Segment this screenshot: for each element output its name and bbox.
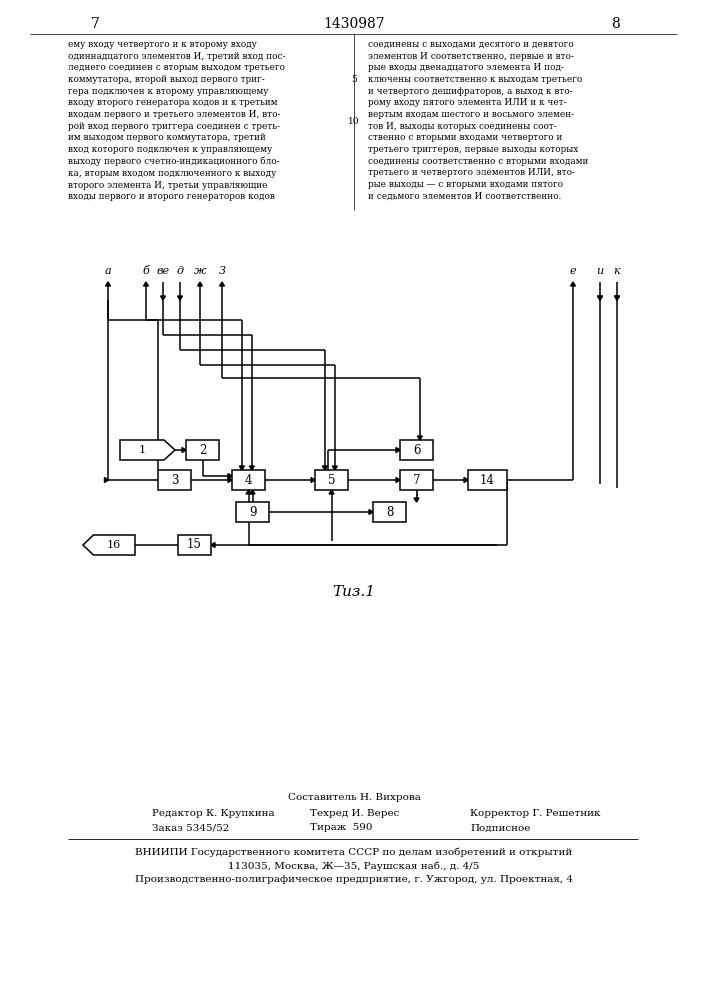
Text: д: д: [177, 266, 184, 276]
Polygon shape: [83, 535, 135, 555]
Polygon shape: [396, 448, 400, 452]
Polygon shape: [144, 282, 148, 286]
Text: Корректор Г. Решетник: Корректор Г. Решетник: [470, 808, 600, 818]
Text: е: е: [570, 266, 576, 276]
Polygon shape: [250, 490, 255, 494]
Polygon shape: [417, 436, 422, 440]
Polygon shape: [228, 474, 232, 479]
Text: 5: 5: [351, 76, 357, 85]
Text: 16: 16: [107, 540, 122, 550]
Text: Подписное: Подписное: [470, 824, 530, 832]
Text: Производственно-полиграфическое предприятие, г. Ужгород, ул. Проектная, 4: Производственно-полиграфическое предприя…: [135, 876, 573, 884]
Bar: [373, 502, 406, 522]
Polygon shape: [369, 510, 373, 514]
Text: Редактор К. Крупкина: Редактор К. Крупкина: [152, 808, 274, 818]
Text: Тираж  590: Тираж 590: [310, 824, 373, 832]
Polygon shape: [597, 296, 602, 300]
Polygon shape: [464, 478, 468, 483]
Bar: [236, 502, 269, 522]
Polygon shape: [182, 448, 186, 452]
Polygon shape: [414, 498, 419, 502]
Polygon shape: [105, 478, 108, 483]
Text: Составитель Н. Вихрова: Составитель Н. Вихрова: [288, 792, 421, 802]
Text: 7: 7: [90, 17, 100, 31]
Text: 6: 6: [413, 444, 420, 456]
Text: Τиз.1: Τиз.1: [332, 585, 375, 599]
Polygon shape: [322, 466, 327, 470]
Text: Заказ 5345/52: Заказ 5345/52: [152, 824, 229, 832]
Polygon shape: [240, 466, 245, 470]
Bar: [232, 470, 265, 490]
Text: соединены с выходами десятого и девятого
элементов И соответственно, первые и вт: соединены с выходами десятого и девятого…: [368, 40, 588, 201]
Text: а: а: [105, 266, 111, 276]
Text: 4: 4: [245, 474, 252, 487]
Text: 9: 9: [249, 506, 256, 518]
Text: 3: 3: [218, 266, 226, 276]
Bar: [315, 470, 348, 490]
Polygon shape: [329, 490, 334, 494]
Polygon shape: [246, 490, 251, 494]
Polygon shape: [197, 282, 202, 286]
Text: б: б: [143, 266, 149, 276]
Text: 5: 5: [328, 474, 335, 487]
Polygon shape: [571, 282, 575, 286]
Bar: [178, 535, 211, 555]
Bar: [468, 470, 507, 490]
Polygon shape: [228, 478, 232, 483]
Polygon shape: [250, 466, 255, 470]
Polygon shape: [105, 282, 110, 286]
Bar: [400, 470, 433, 490]
Text: и: и: [597, 266, 604, 276]
Polygon shape: [120, 440, 175, 460]
Text: 3: 3: [171, 474, 178, 487]
Text: 1430987: 1430987: [323, 17, 385, 31]
Polygon shape: [614, 296, 619, 300]
Polygon shape: [311, 478, 315, 483]
Text: ему входу четвертого и к второму входу
одиннадцатого элементов И, третий вход по: ему входу четвертого и к второму входу о…: [68, 40, 286, 201]
Polygon shape: [160, 296, 165, 300]
Bar: [186, 440, 219, 460]
Text: 8: 8: [386, 506, 393, 518]
Polygon shape: [332, 466, 337, 470]
Text: Техред И. Верес: Техред И. Верес: [310, 808, 399, 818]
Text: 10: 10: [349, 117, 360, 126]
Bar: [158, 470, 191, 490]
Text: 2: 2: [199, 444, 206, 456]
Text: 8: 8: [611, 17, 619, 31]
Polygon shape: [211, 542, 215, 548]
Text: ВНИИПИ Государственного комитета СССР по делам изобретений и открытий: ВНИИПИ Государственного комитета СССР по…: [135, 847, 573, 857]
Bar: [400, 440, 433, 460]
Polygon shape: [219, 282, 225, 286]
Text: 15: 15: [187, 538, 202, 552]
Text: 7: 7: [413, 474, 420, 487]
Polygon shape: [177, 296, 182, 300]
Text: 14: 14: [480, 474, 495, 487]
Text: 113035, Москва, Ж—35, Раушская наб., д. 4/5: 113035, Москва, Ж—35, Раушская наб., д. …: [228, 861, 479, 871]
Text: ж: ж: [194, 266, 206, 276]
Text: к: к: [614, 266, 620, 276]
Polygon shape: [614, 296, 619, 300]
Polygon shape: [597, 296, 602, 300]
Text: 1: 1: [139, 445, 146, 455]
Polygon shape: [396, 478, 400, 483]
Text: ве: ве: [156, 266, 170, 276]
